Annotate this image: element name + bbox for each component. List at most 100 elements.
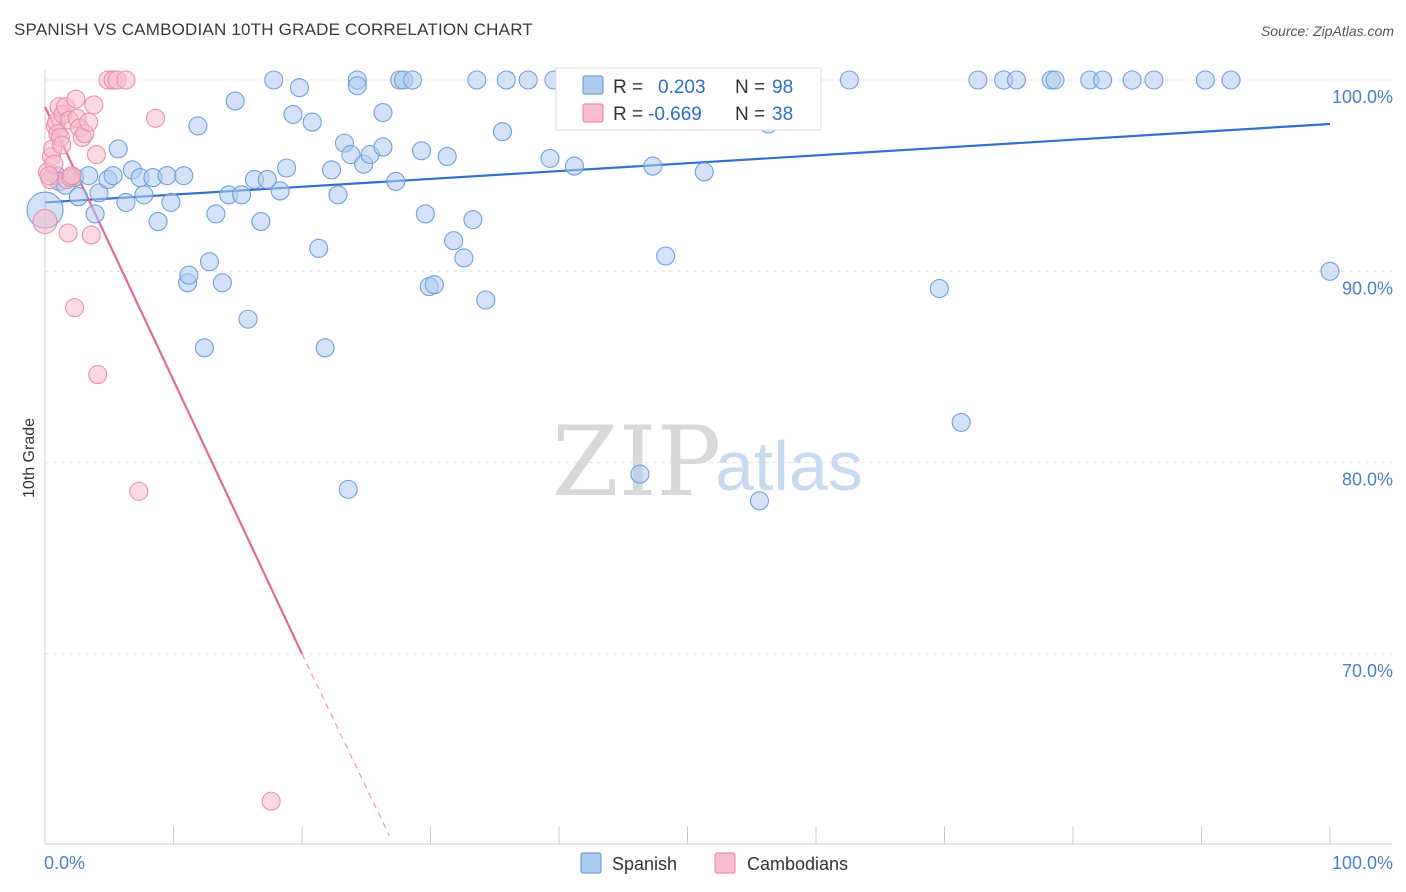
- spanish-point: [134, 185, 154, 205]
- spanish-point: [302, 112, 322, 132]
- spanish-point: [463, 210, 483, 230]
- spanish-point: [643, 156, 663, 176]
- spanish-point: [148, 212, 168, 232]
- stats-cambodians-swatch: [582, 103, 604, 123]
- spanish-point: [454, 248, 474, 268]
- cambodian-point: [52, 135, 72, 155]
- x-tick-labels: 0.0% 100.0%: [44, 853, 1393, 873]
- legend: Spanish Cambodians: [580, 852, 848, 874]
- spanish-point: [373, 102, 393, 123]
- spanish-point: [951, 412, 971, 432]
- spanish-point: [347, 76, 367, 96]
- spanish-point: [437, 146, 457, 167]
- spanish-point: [1221, 70, 1241, 90]
- cambodian-trend-extension: [301, 653, 390, 836]
- cambodian-point: [66, 89, 86, 109]
- y-tick-label: 90.0%: [1342, 278, 1393, 298]
- spanish-point: [424, 275, 444, 295]
- cambodian-point: [116, 70, 136, 90]
- spanish-point: [540, 148, 560, 168]
- cambodian-point: [79, 112, 99, 132]
- spanish-point: [656, 246, 676, 266]
- spanish-point: [264, 70, 284, 90]
- cambodian-point: [88, 365, 108, 385]
- spanish-point: [85, 204, 105, 224]
- spanish-point: [1122, 70, 1142, 90]
- spanish-point: [225, 91, 245, 111]
- spanish-point: [492, 122, 513, 142]
- cambodian-point: [58, 223, 78, 243]
- spanish-point: [270, 181, 290, 201]
- spanish-point: [496, 70, 516, 90]
- cambodian-point: [32, 209, 58, 235]
- cambodian-point: [86, 145, 106, 165]
- cambodian-point: [65, 298, 85, 318]
- spanish-point: [89, 183, 109, 203]
- watermark-atlas: atlas: [715, 427, 863, 505]
- cambodian-point: [261, 791, 281, 811]
- y-tick-label: 100.0%: [1332, 87, 1393, 107]
- watermark-zip: ZIP: [552, 406, 721, 518]
- legend-spanish-label: Spanish: [612, 854, 677, 874]
- spanish-point: [206, 204, 226, 224]
- stats-cambodians-r-value: -0.669: [648, 104, 702, 125]
- spanish-point: [238, 309, 258, 329]
- spanish-point: [338, 479, 358, 499]
- spanish-point: [1093, 70, 1113, 90]
- cambodian-point: [39, 166, 59, 186]
- stats-spanish-swatch: [582, 75, 604, 95]
- y-tick-labels: 70.0% 80.0% 90.0% 100.0%: [1332, 87, 1393, 681]
- cambodian-point: [81, 225, 101, 245]
- spanish-point: [415, 204, 435, 224]
- spanish-point: [103, 166, 123, 186]
- spanish-point: [518, 70, 538, 90]
- spanish-point: [179, 265, 199, 285]
- spanish-point: [289, 78, 309, 98]
- legend-cambodians-label: Cambodians: [747, 854, 848, 874]
- spanish-point: [564, 156, 584, 176]
- spanish-point: [277, 158, 297, 178]
- cambodian-point: [145, 108, 166, 128]
- spanish-point: [444, 231, 464, 251]
- spanish-point: [161, 192, 181, 212]
- stats-spanish-r-label: R =: [613, 77, 643, 98]
- spanish-point: [467, 70, 487, 90]
- spanish-point: [212, 273, 232, 293]
- spanish-point: [839, 70, 859, 90]
- gridlines: [45, 79, 1392, 655]
- spanish-trend-line: [44, 122, 1331, 204]
- stats-cambodians-r-label: R =: [613, 104, 643, 125]
- legend-spanish-swatch: [580, 852, 602, 874]
- spanish-point: [386, 171, 406, 191]
- cambodian-point: [84, 95, 104, 115]
- cambodian-points: [32, 70, 281, 811]
- spanish-point: [1195, 70, 1215, 90]
- spanish-point: [199, 252, 220, 272]
- spanish-point: [79, 166, 99, 186]
- spanish-point: [402, 70, 423, 90]
- spanish-point: [257, 169, 277, 190]
- spanish-point: [116, 192, 136, 212]
- legend-cambodians-swatch: [714, 852, 736, 874]
- stats-spanish-r-value: 0.203: [658, 77, 706, 98]
- chart-title: SPANISH VS CAMBODIAN 10TH GRADE CORRELAT…: [14, 20, 533, 39]
- spanish-point: [309, 238, 329, 258]
- spanish-point: [1144, 70, 1164, 90]
- y-tick-label: 80.0%: [1342, 470, 1393, 490]
- spanish-point: [1006, 70, 1027, 90]
- spanish-point: [749, 491, 770, 511]
- spanish-point: [322, 160, 342, 180]
- cambodian-point: [129, 481, 149, 501]
- spanish-point: [373, 137, 393, 157]
- stats-spanish-n-value: 98: [772, 77, 793, 98]
- spanish-point: [68, 187, 88, 207]
- spanish-point: [476, 290, 496, 310]
- spanish-point: [411, 141, 432, 161]
- stats-cambodians-n-value: 38: [772, 104, 793, 125]
- spanish-point: [694, 162, 714, 182]
- spanish-point: [1320, 261, 1340, 281]
- spanish-point: [630, 464, 650, 484]
- spanish-point: [232, 185, 252, 205]
- spanish-point: [188, 116, 208, 136]
